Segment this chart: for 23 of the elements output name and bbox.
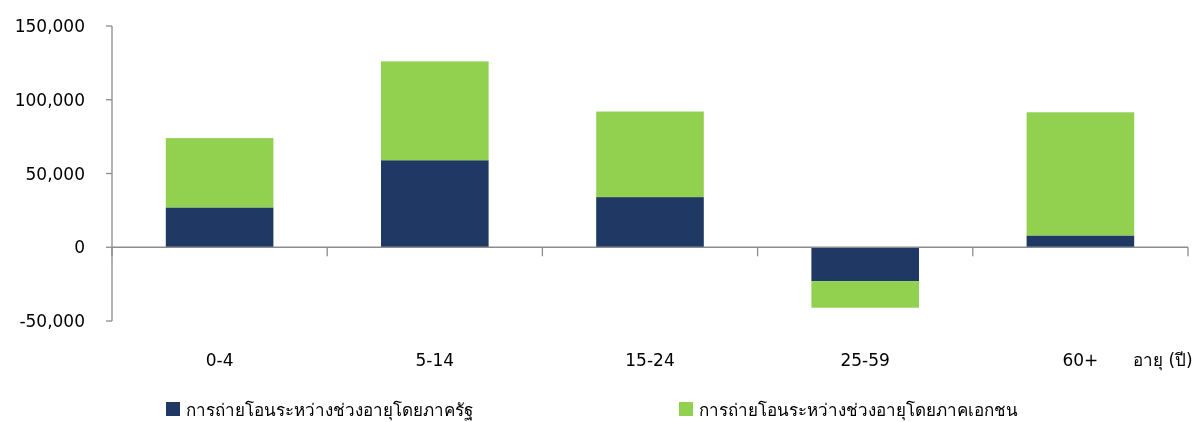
y-tick-label: 100,000 — [14, 89, 85, 110]
y-tick-label: 50,000 — [25, 163, 85, 184]
bar — [381, 160, 489, 248]
legend-label: การถ่ายโอนระหว่างช่วงอายุโดยภาครัฐ — [186, 400, 473, 421]
x-tick-label: 5-14 — [415, 350, 455, 370]
bar — [596, 197, 704, 248]
bar — [596, 111, 704, 198]
y-tick-label: -50,000 — [19, 311, 85, 331]
bar — [811, 281, 919, 308]
x-tick-label: 0-4 — [205, 350, 234, 370]
bar — [1026, 235, 1135, 248]
x-tick-label: 25-59 — [840, 350, 890, 370]
y-tick-label: 150,000 — [14, 16, 85, 36]
bar — [811, 247, 919, 282]
bar — [165, 207, 274, 248]
x-tick-label: 60+ — [1062, 350, 1099, 370]
bar — [381, 61, 489, 161]
bar — [165, 138, 274, 208]
x-tick-label: 15-24 — [625, 350, 675, 370]
x-axis-title: อายุ (ปี) — [1133, 350, 1193, 371]
legend-label: การถ่ายโอนระหว่างช่วงอายุโดยภาคเอกชน — [699, 400, 1018, 421]
y-tick-label: 0 — [74, 237, 85, 258]
bar — [1026, 112, 1135, 236]
